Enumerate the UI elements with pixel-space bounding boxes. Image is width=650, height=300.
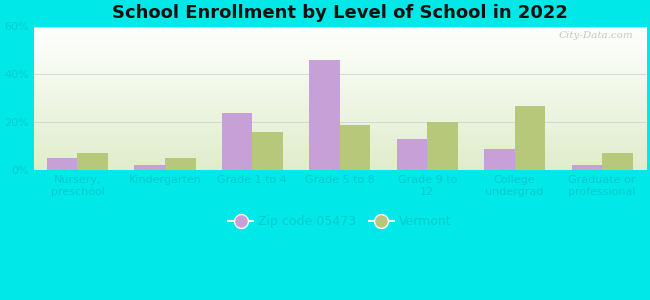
Legend: Zip code 05473, Vermont: Zip code 05473, Vermont: [223, 210, 456, 233]
Bar: [309, 60, 340, 170]
Bar: [47, 158, 77, 170]
Bar: [571, 165, 602, 170]
Text: City-Data.com: City-Data.com: [559, 31, 634, 40]
Title: School Enrollment by Level of School in 2022: School Enrollment by Level of School in …: [112, 4, 567, 22]
Bar: [77, 153, 108, 170]
Bar: [252, 132, 283, 170]
Bar: [340, 125, 370, 170]
Bar: [515, 106, 545, 170]
Bar: [427, 122, 458, 170]
Bar: [484, 148, 515, 170]
Bar: [602, 153, 632, 170]
Bar: [165, 158, 196, 170]
Bar: [396, 139, 427, 170]
Bar: [135, 165, 165, 170]
Bar: [222, 113, 252, 170]
